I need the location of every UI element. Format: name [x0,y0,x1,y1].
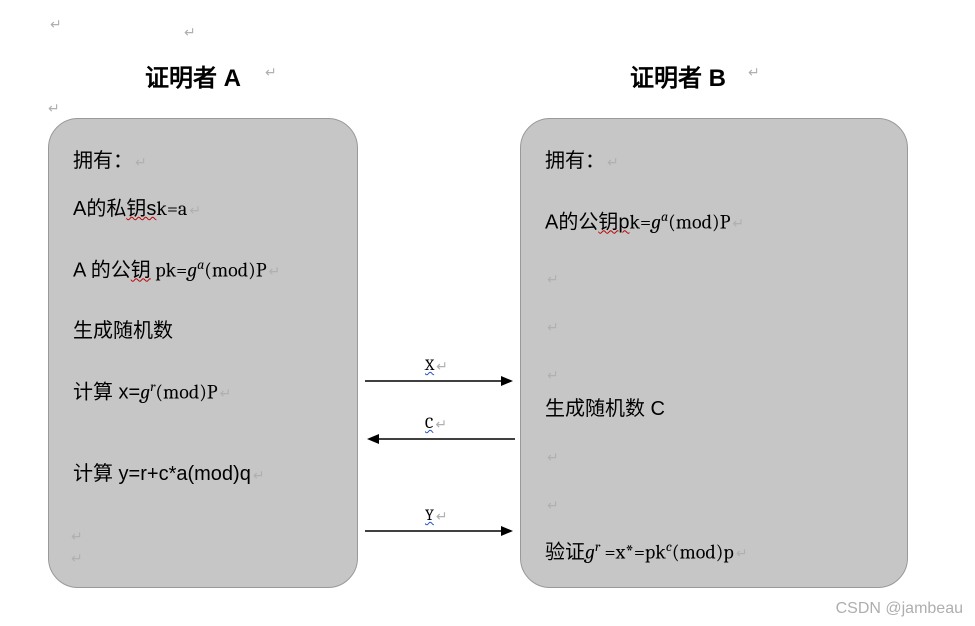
panelB-pk: A的公钥pk=ga(mod)P↵ [545,207,883,237]
return-mark-icon: ↵ [71,528,83,545]
panelB-blank2: ↵ [545,313,883,341]
panelB-blank4: ↵ [545,443,883,471]
return-mark-icon: ↵ [748,64,760,81]
return-mark-icon: ↵ [265,64,277,81]
panelB-own: 拥有：↵ [545,147,883,175]
panelB-rand: 生成随机数 C [545,395,883,423]
panelA-pk: A 的公钥 pk=ga(mod)P↵ [73,255,333,285]
panel-prover-b: 拥有：↵ A的公钥pk=ga(mod)P↵ ↵ ↵ ↵ 生成随机数 C ↵ ↵ … [520,118,908,588]
return-mark-icon: ↵ [48,100,60,117]
return-mark-icon: ↵ [184,24,196,41]
panelA-rand: 生成随机数 [73,317,333,345]
return-mark-icon: ↵ [71,550,83,567]
panelB-blank3: ↵ [545,361,883,389]
return-mark-icon: ↵ [50,16,62,33]
panelB-verify: 验证gr =x*=pkc(mod)p↵ [545,537,883,567]
title-prover-a: 证明者 A [145,58,241,93]
panel-prover-a: 拥有：↵ A的私钥sk=a↵ A 的公钥 pk=ga(mod)P↵ 生成随机数 … [48,118,358,588]
panelB-blank1: ↵ [545,265,883,293]
panelA-sk: A的私钥sk=a↵ [73,195,333,223]
panelA-own: 拥有：↵ [73,147,333,175]
arrow-x-label: X↵ [425,356,448,375]
panelA-calc-y: 计算 y=r+c*a(mod)q↵ [73,460,333,488]
panelA-calc-x: 计算 x=gr(mod)P↵ [73,377,333,407]
arrow-y-label: Y↵ [425,506,448,525]
watermark: CSDN @jambeau [836,600,963,618]
title-prover-b: 证明者 B [630,58,726,93]
arrow-c-label: C↵ [425,414,447,433]
panelB-blank5: ↵ [545,491,883,519]
